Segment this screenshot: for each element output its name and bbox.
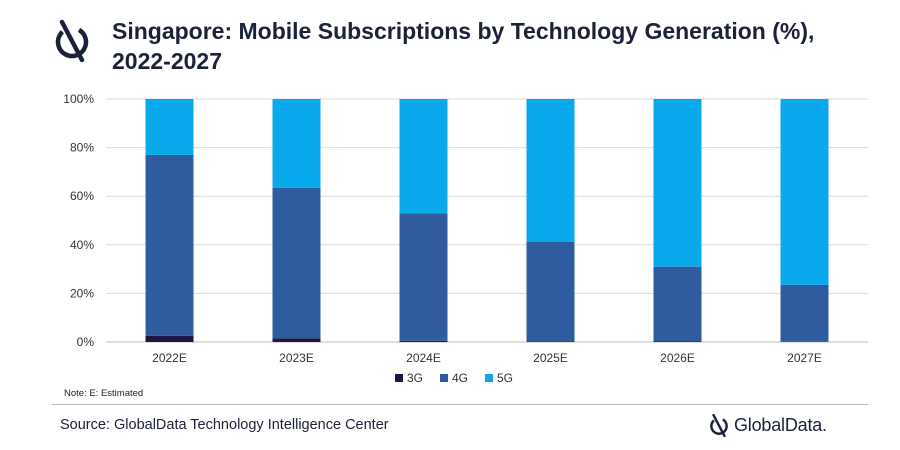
stacked-bar-chart: 0% 20% 40% 60% 80% 100% 2022E 2023E 2024E 2025E 20… (63, 92, 868, 385)
legend-label-5g: 5G (497, 371, 513, 385)
brand-name: GlobalData. (734, 414, 827, 435)
source-text: Source: GlobalData Technology Intelligen… (60, 417, 389, 433)
bar-4g-2022e (145, 154, 194, 336)
globaldata-logo-icon (710, 413, 728, 437)
legend-swatch-5g (485, 374, 493, 382)
x-tick-label: 2023E (279, 351, 314, 365)
bar-5g-2027e (780, 99, 829, 285)
bar-4g-2025e (526, 241, 575, 342)
chart-title: Singapore: Mobile Subscriptions by Techn… (112, 16, 872, 76)
legend-swatch-3g (395, 374, 403, 382)
bar-5g-2022e (145, 99, 194, 155)
chart-title-line-2: 2022-2027 (112, 48, 222, 74)
legend-label-3g: 3G (407, 371, 423, 385)
legend-label-4g: 4G (452, 371, 468, 385)
bar-3g-2022e (145, 335, 194, 342)
chart-title-line-1: Singapore: Mobile Subscriptions by Techn… (112, 18, 815, 44)
bar-3g-2023e (272, 338, 321, 342)
bar-5g-2025e (526, 99, 575, 242)
x-tick-label: 2024E (406, 351, 441, 365)
bar-3g-2024e (399, 340, 448, 342)
x-tick-label: 2022E (152, 351, 187, 365)
chart-note: Note: E: Estimated (64, 388, 144, 399)
y-tick-label: 20% (70, 286, 94, 300)
bar-4g-2027e (780, 284, 829, 342)
brand: GlobalData. (708, 413, 827, 437)
bar-4g-2026e (653, 266, 702, 342)
x-tick-label: 2027E (787, 351, 822, 365)
y-tick-label: 40% (70, 238, 94, 252)
x-tick-label: 2025E (533, 351, 568, 365)
bar-5g-2024e (399, 99, 448, 214)
bar-3g-2025e (526, 341, 575, 342)
bar-4g-2023e (272, 187, 321, 339)
y-tick-label: 0% (77, 335, 95, 349)
y-tick-label: 60% (70, 189, 94, 203)
bar-5g-2023e (272, 99, 321, 188)
y-tick-label: 80% (70, 141, 94, 155)
bar-4g-2024e (399, 213, 448, 341)
bar-5g-2026e (653, 99, 702, 267)
globaldata-mark-icon (55, 19, 89, 62)
x-tick-label: 2026E (660, 351, 695, 365)
legend-swatch-4g (440, 374, 448, 382)
y-tick-label: 100% (63, 92, 94, 106)
footer-divider (52, 404, 868, 405)
